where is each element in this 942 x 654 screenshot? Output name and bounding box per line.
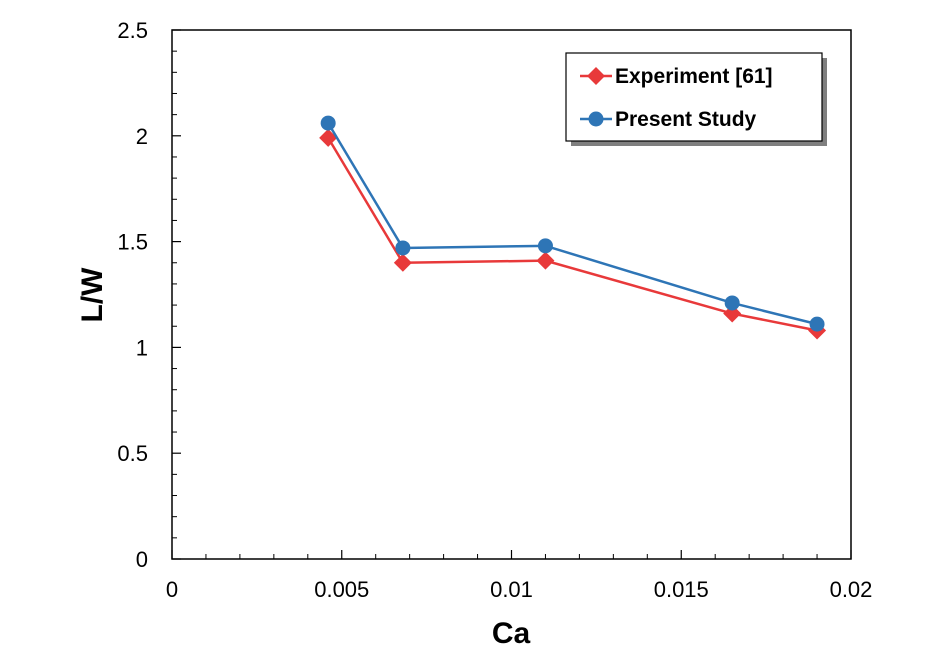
data-point-diamond <box>393 253 412 272</box>
x-tick-label: 0.005 <box>314 577 369 602</box>
legend-label: Experiment [61] <box>615 65 773 88</box>
data-point-diamond <box>319 128 338 147</box>
y-axis-title: L/W <box>76 267 109 323</box>
data-point-circle <box>395 240 411 256</box>
legend-label: Present Study <box>615 108 757 131</box>
x-tick-label: 0.01 <box>490 577 533 602</box>
x-tick-label: 0 <box>166 577 178 602</box>
legend-marker <box>587 67 605 85</box>
y-tick-label: 0.5 <box>117 441 148 466</box>
x-tick-label: 0.015 <box>654 577 709 602</box>
x-axis-ticks: 0 0.005 0.01 0.015 0.02 <box>166 550 873 602</box>
data-point-diamond <box>723 304 742 323</box>
y-tick-label: 0 <box>136 547 148 572</box>
y-axis-ticks: 0 0.5 1 1.5 2 2.5 <box>117 18 181 572</box>
y-tick-label: 1 <box>136 335 148 360</box>
data-point-diamond <box>536 251 555 270</box>
data-point-circle <box>724 295 740 311</box>
y-tick-label: 1.5 <box>117 230 148 255</box>
y-tick-label: 2.5 <box>117 18 148 43</box>
series-layer <box>319 115 827 340</box>
data-point-circle <box>537 238 553 254</box>
x-tick-label: 0.02 <box>830 577 873 602</box>
y-tick-label: 2 <box>136 124 148 149</box>
legend: Experiment [61] Present Study <box>565 52 827 146</box>
data-point-circle <box>809 316 825 332</box>
x-axis-title: Ca <box>492 617 531 650</box>
data-point-circle <box>320 115 336 131</box>
legend-box <box>565 52 823 142</box>
legend-marker <box>588 111 604 127</box>
